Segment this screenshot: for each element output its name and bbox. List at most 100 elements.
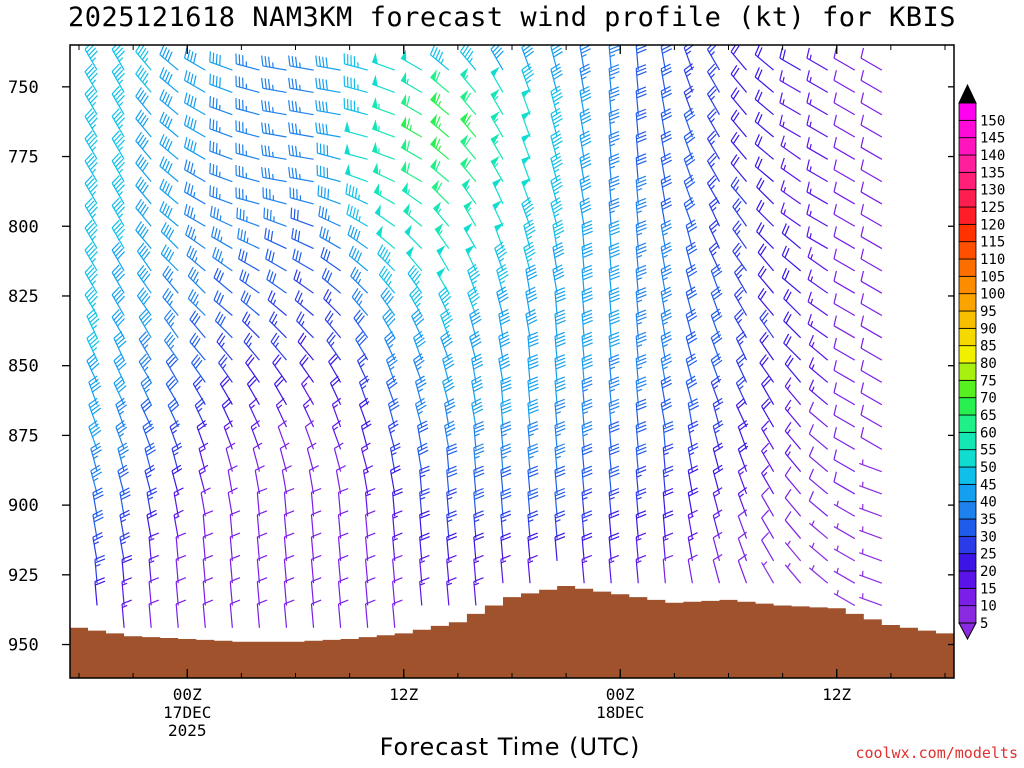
- barb-flag: [808, 446, 815, 457]
- barb-flag: [526, 271, 537, 277]
- wind-barb: [316, 164, 341, 183]
- barb-half-flag: [636, 474, 642, 478]
- wind-barb: [579, 108, 592, 138]
- wind-barb: [783, 333, 802, 361]
- wind-barb: [581, 398, 593, 428]
- barb-flag: [524, 222, 534, 230]
- barb-flag: [472, 360, 483, 367]
- barb-flag: [551, 155, 561, 163]
- barb-shaft: [581, 447, 585, 472]
- wind-barb: [392, 487, 403, 517]
- barb-flag: [328, 353, 337, 363]
- barb-shaft: [833, 169, 856, 183]
- wind-barb: [337, 487, 349, 517]
- colorbar-label: 130: [980, 183, 1005, 199]
- barb-shaft: [392, 581, 396, 606]
- barb-shaft: [111, 272, 125, 294]
- barb-shaft: [262, 176, 287, 183]
- barb-flag: [318, 100, 322, 112]
- barb-flag: [187, 226, 193, 237]
- barb-shaft: [527, 492, 531, 517]
- barb-flag: [609, 201, 620, 207]
- barb-shaft: [660, 224, 666, 249]
- barb-flag: [324, 187, 326, 199]
- barb-half-flag: [437, 123, 442, 129]
- wind-barb: [119, 509, 131, 539]
- barb-shaft: [371, 83, 395, 93]
- barb-flag: [582, 268, 593, 274]
- wind-barb: [833, 137, 856, 160]
- barb-shaft: [635, 135, 639, 160]
- barb-flag: [92, 429, 102, 438]
- barb-flag: [250, 420, 260, 428]
- barb-flag: [135, 131, 142, 142]
- barb-flag: [609, 182, 620, 188]
- barb-flag: [581, 487, 592, 493]
- wind-barb: [372, 162, 395, 183]
- barb-flag: [116, 184, 125, 193]
- barb-shaft: [113, 382, 125, 405]
- wind-barb: [581, 443, 593, 472]
- barb-shaft: [446, 492, 450, 517]
- barb-shaft: [210, 215, 233, 227]
- barb-flag: [555, 357, 566, 363]
- barb-flag: [635, 376, 647, 382]
- wind-barb: [807, 269, 829, 294]
- barb-shaft: [446, 559, 450, 584]
- barb-flag: [142, 401, 151, 409]
- wind-barb: [490, 66, 504, 93]
- barb-shaft: [806, 124, 829, 138]
- wind-barb: [377, 244, 396, 272]
- wind-barb: [210, 226, 233, 250]
- barb-half-flag: [271, 107, 274, 113]
- barb-flag: [686, 245, 697, 252]
- barb-half-flag: [554, 191, 560, 195]
- barb-flag: [552, 203, 562, 211]
- barb-flag: [90, 426, 100, 434]
- wind-barb: [708, 197, 721, 227]
- barb-shaft: [136, 273, 152, 294]
- barb-shaft: [579, 46, 585, 71]
- wind-barb: [833, 500, 856, 517]
- wind-barb: [710, 308, 723, 339]
- barb-half-flag: [391, 452, 397, 456]
- wind-barb: [490, 111, 504, 138]
- barb-flag: [284, 599, 295, 605]
- barb-flag: [159, 178, 165, 189]
- wind-barb: [660, 85, 672, 115]
- barb-half-flag: [609, 388, 616, 392]
- barb-flag: [392, 599, 403, 605]
- barb-shaft: [608, 358, 612, 383]
- barb-half-flag: [662, 254, 668, 259]
- barb-flag: [419, 554, 430, 560]
- barb-flag: [167, 185, 173, 196]
- barb-flag: [712, 289, 722, 297]
- barb-half-flag: [170, 344, 175, 350]
- barb-half-flag: [118, 146, 124, 152]
- x-tick-label: 12Z: [822, 685, 851, 704]
- barb-flag: [737, 420, 748, 428]
- barb-flag: [860, 360, 865, 371]
- barb-flag: [555, 427, 566, 433]
- barb-flag: [190, 269, 197, 279]
- barb-flag: [84, 175, 93, 184]
- barb-flag: [528, 536, 539, 542]
- wind-barb: [608, 131, 620, 160]
- barb-flag: [551, 178, 561, 185]
- barb-flag: [786, 357, 794, 368]
- barb-shaft: [833, 325, 856, 339]
- barb-shaft: [806, 146, 829, 160]
- barb-half-flag: [494, 118, 499, 123]
- barb-shaft: [119, 537, 125, 561]
- wind-barb: [310, 599, 322, 628]
- barb-shaft: [754, 121, 774, 138]
- barb-half-flag: [465, 185, 470, 191]
- barb-flag: [435, 71, 441, 82]
- barb-flag: [165, 227, 172, 237]
- barb-shaft: [754, 54, 774, 71]
- barb-shaft: [236, 174, 260, 183]
- wind-barb: [859, 504, 883, 517]
- barb-pennant: [372, 74, 378, 87]
- barb-flag: [553, 184, 563, 192]
- barb-flag: [116, 295, 125, 305]
